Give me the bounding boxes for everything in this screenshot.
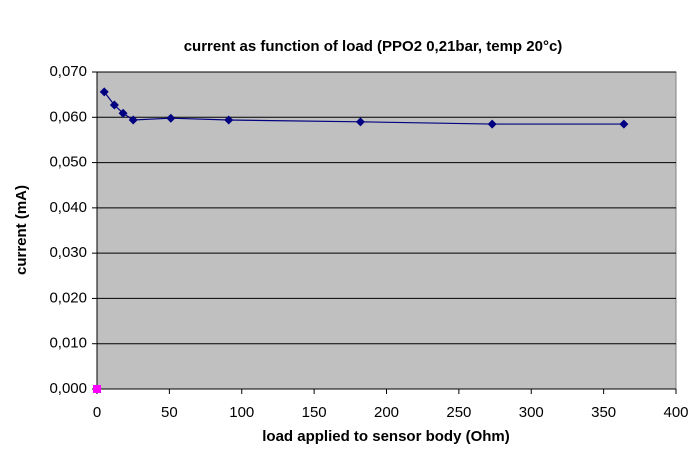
point xyxy=(487,119,497,129)
x-tick-label: 0 xyxy=(93,404,101,421)
point xyxy=(118,108,128,118)
x-tick-label: 100 xyxy=(229,404,254,421)
point xyxy=(99,87,109,97)
x-tick-label: 400 xyxy=(663,404,688,421)
x-tick-label: 150 xyxy=(302,404,327,421)
y-tick-label: 0,070 xyxy=(49,63,87,80)
point xyxy=(224,115,234,125)
point xyxy=(109,100,119,110)
y-tick-label: 0,060 xyxy=(49,108,87,125)
x-tick-label: 350 xyxy=(591,404,616,421)
y-tick-label: 0,040 xyxy=(49,199,87,216)
point xyxy=(166,113,176,123)
y-tick-label: 0,010 xyxy=(49,335,87,352)
y-tick-label: 0,050 xyxy=(49,154,87,171)
point xyxy=(619,119,629,129)
point xyxy=(128,115,138,125)
y-tick-label: 0,030 xyxy=(49,244,87,261)
point xyxy=(355,117,365,127)
y-axis-label: current (mA) xyxy=(13,185,30,275)
x-tick-label: 300 xyxy=(519,404,544,421)
x-tick-label: 50 xyxy=(161,404,178,421)
x-axis-label: load applied to sensor body (Ohm) xyxy=(262,428,510,445)
y-tick-label: 0,020 xyxy=(49,289,87,306)
x-tick-label: 250 xyxy=(446,404,471,421)
point xyxy=(93,385,101,393)
x-tick-label: 200 xyxy=(374,404,399,421)
chart-title: current as function of load (PPO2 0,21ba… xyxy=(184,38,563,55)
plot-area xyxy=(96,71,677,390)
y-tick-label: 0,000 xyxy=(49,380,87,397)
